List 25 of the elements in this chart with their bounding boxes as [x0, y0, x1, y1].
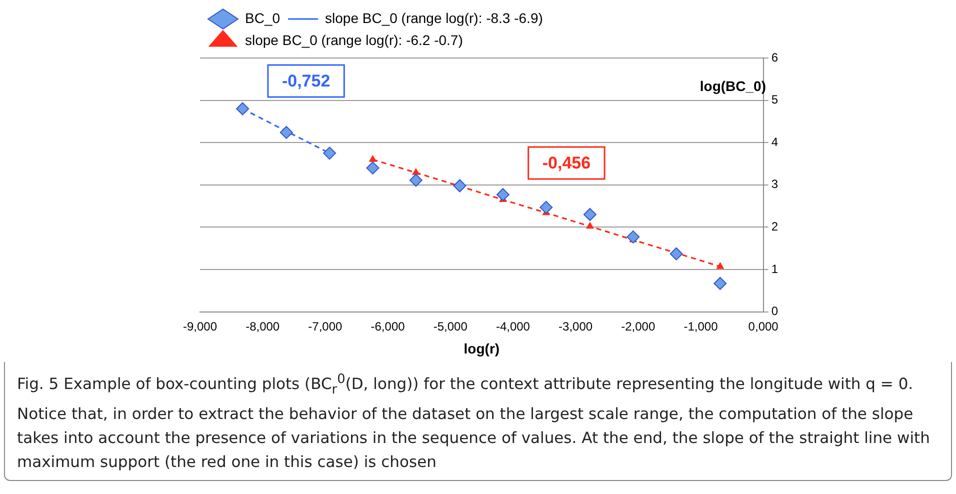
- x-tick-label: -8,000: [246, 319, 280, 334]
- legend-label: BC_0: [245, 10, 280, 26]
- x-tick-label: -4,000: [496, 319, 530, 334]
- y-tick-label: 2: [771, 220, 778, 234]
- x-tick-label: -6,000: [370, 319, 406, 334]
- x-tick-label: -1,000: [684, 319, 718, 334]
- x-tick-label: -3,000: [558, 319, 593, 334]
- y-tick-label: 4: [771, 134, 778, 149]
- annotation: -0,456: [542, 154, 591, 173]
- y-tick-label: 1: [771, 262, 778, 276]
- x-axis-title: log(r): [464, 340, 500, 356]
- x-tick-label: -7,000: [308, 319, 343, 334]
- x-tick-label: -2,000: [621, 319, 656, 334]
- x-tick-label: -9,000: [182, 319, 218, 334]
- y-tick-label: 5: [771, 92, 778, 107]
- y-axis-title: log(BC_0): [700, 78, 766, 94]
- x-tick-label: -5,000: [433, 319, 468, 334]
- legend-label: slope BC_0 (range log(r): -8.3 -6.9): [325, 10, 543, 26]
- caption: Fig. 5 Example of box-counting plots (BC$_{r}$$^{0}$(D, long)) for the context attribute representing the longitude with q = 0. Notice that, in order to extract the behavior of the dataset on the largest scale range, the computation of the slope takes into account the presence of variations in the sequence of values. At the end, the slope of the straight line with maximum support (the red one in this case) is chosen: [4, 362, 952, 482]
- x-tick-label: 0,000: [748, 319, 779, 334]
- y-tick-label: 3: [771, 177, 778, 192]
- y-tick-label: 6: [771, 50, 778, 64]
- y-tick-label: 0: [771, 304, 778, 318]
- legend-label: slope BC_0 (range log(r): -6.2 -0.7): [245, 32, 463, 48]
- annotation: -0,752: [282, 72, 330, 91]
